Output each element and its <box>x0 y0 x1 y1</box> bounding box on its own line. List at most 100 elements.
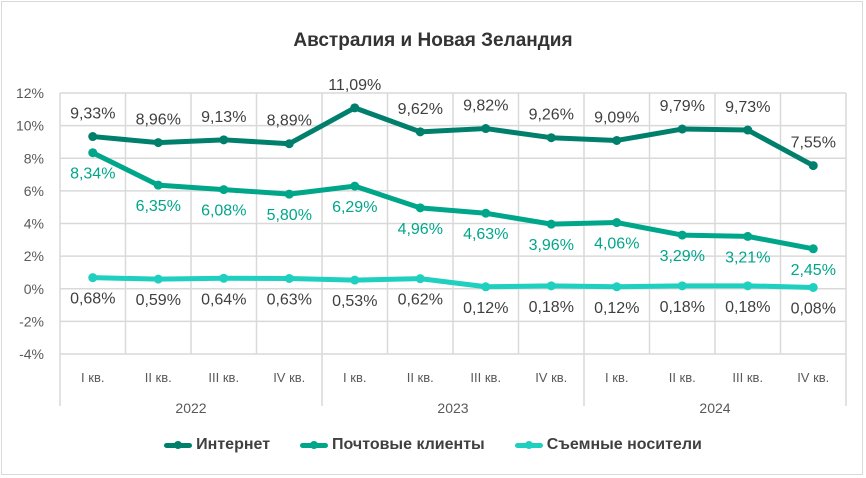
data-label: 0,63% <box>267 291 312 308</box>
data-label: 4,06% <box>594 236 639 253</box>
data-point <box>743 231 753 241</box>
data-point <box>481 124 491 134</box>
x-tick-label: III кв. <box>208 370 239 385</box>
y-tick-label: 10% <box>16 118 44 134</box>
data-label: 0,68% <box>70 291 115 308</box>
data-label: 4,96% <box>398 221 443 238</box>
data-point <box>481 282 491 292</box>
y-tick-label: 6% <box>24 183 44 199</box>
series-line-1 <box>91 150 814 252</box>
y-tick-label: 4% <box>24 216 44 232</box>
legend-item-mail-clients[interactable]: Почтовые клиенты <box>300 436 485 454</box>
data-point <box>153 138 163 148</box>
data-point <box>153 274 163 284</box>
data-point <box>284 189 294 199</box>
data-point <box>88 148 98 158</box>
data-label: 8,34% <box>70 166 115 183</box>
x-tick-label: III кв. <box>732 370 763 385</box>
x-tick-label: II кв. <box>407 370 434 385</box>
legend-marker-icon <box>300 440 329 449</box>
data-label: 9,73% <box>725 99 770 116</box>
legend-item-internet[interactable]: Интернет <box>164 436 270 454</box>
data-label: 6,35% <box>136 198 181 215</box>
data-label: 0,53% <box>332 293 377 310</box>
x-tick-label: III кв. <box>470 370 501 385</box>
data-point <box>481 208 491 218</box>
data-label: 0,18% <box>725 299 770 316</box>
data-point <box>612 282 622 292</box>
data-label: 9,62% <box>398 101 443 118</box>
data-label: 6,08% <box>201 203 246 220</box>
data-label: 9,09% <box>594 109 639 126</box>
data-point <box>808 161 818 171</box>
data-point <box>808 244 818 254</box>
data-point <box>284 139 294 149</box>
data-label: 6,29% <box>332 199 377 216</box>
data-point <box>808 282 818 292</box>
data-label: 0,62% <box>398 292 443 309</box>
y-tick-label: -4% <box>19 346 44 362</box>
data-point <box>743 125 753 135</box>
y-tick-label: -2% <box>19 313 44 329</box>
data-label: 3,96% <box>529 237 574 254</box>
data-label: 11,09% <box>328 77 381 94</box>
data-point <box>677 230 687 240</box>
legend-label: Почтовые клиенты <box>332 436 485 453</box>
x-group-label: 2023 <box>437 400 468 416</box>
x-group-label: 2022 <box>175 400 206 416</box>
data-label: 0,18% <box>529 299 574 316</box>
legend: Интернет Почтовые клиенты Съемные носите… <box>0 436 866 454</box>
data-label: 5,80% <box>267 207 312 224</box>
data-label: 4,63% <box>463 226 508 243</box>
data-label: 9,26% <box>529 107 574 124</box>
data-label: 0,59% <box>136 292 181 309</box>
data-point <box>612 135 622 145</box>
legend-marker-icon <box>164 440 193 449</box>
x-group-label: 2024 <box>699 400 730 416</box>
data-point <box>350 181 360 191</box>
x-tick-label: IV кв. <box>797 370 829 385</box>
x-tick-label: IV кв. <box>273 370 305 385</box>
legend-marker-icon <box>514 440 543 449</box>
legend-item-removable-media[interactable]: Съемные носители <box>514 436 702 454</box>
data-label: 7,55% <box>791 135 836 152</box>
data-label: 3,29% <box>660 248 705 265</box>
data-label: 9,33% <box>70 106 115 123</box>
x-tick-label: I кв. <box>81 370 104 385</box>
data-point <box>88 273 98 283</box>
x-tick-label: II кв. <box>669 370 696 385</box>
data-point <box>219 273 229 283</box>
legend-label: Съемные носители <box>546 436 702 453</box>
data-point <box>153 180 163 190</box>
x-tick-label: IV кв. <box>535 370 567 385</box>
data-point <box>612 218 622 228</box>
data-point <box>350 275 360 285</box>
y-tick-label: 12% <box>16 85 44 101</box>
data-label: 9,13% <box>201 109 246 126</box>
data-label: 0,64% <box>201 291 246 308</box>
x-tick-label: II кв. <box>145 370 172 385</box>
data-label: 0,12% <box>463 300 508 317</box>
y-tick-label: 2% <box>24 248 44 264</box>
data-label: 9,79% <box>660 98 705 115</box>
data-point <box>415 274 425 284</box>
chart-title: Австралия и Новая Зеландия <box>293 30 573 51</box>
data-label: 2,45% <box>791 262 836 279</box>
data-label: 9,82% <box>463 98 508 115</box>
data-point <box>546 133 556 143</box>
series-line-0 <box>92 105 815 168</box>
data-label: 0,12% <box>594 300 639 317</box>
x-tick-label: I кв. <box>605 370 628 385</box>
data-point <box>546 219 556 229</box>
y-tick-label: 8% <box>24 150 44 166</box>
data-label: 8,89% <box>267 113 312 130</box>
data-point <box>415 203 425 213</box>
y-tick-label: 0% <box>24 281 44 297</box>
data-point <box>350 103 360 113</box>
data-label: 3,21% <box>725 249 770 266</box>
data-label: 8,96% <box>136 112 181 129</box>
data-point <box>546 281 556 291</box>
x-tick-label: I кв. <box>343 370 366 385</box>
